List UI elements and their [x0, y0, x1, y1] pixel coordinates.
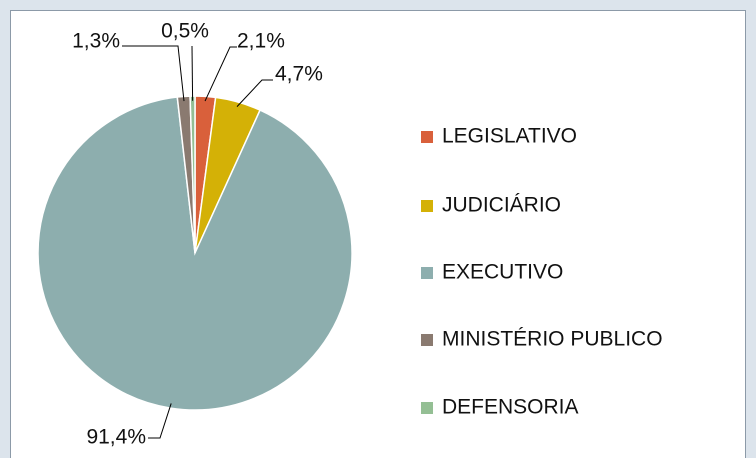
- legend-swatch: [421, 402, 433, 414]
- leader-line: [148, 403, 172, 439]
- legend-swatch: [421, 267, 433, 279]
- legend-label: LEGISLATIVO: [442, 125, 577, 148]
- legend-label: MINISTÉRIO PUBLICO: [442, 328, 663, 351]
- data-label: 1,3%: [72, 30, 120, 53]
- pie-slice: [37, 96, 353, 411]
- legend-swatch: [421, 334, 433, 346]
- legend-swatch: [421, 200, 433, 212]
- data-label: 91,4%: [86, 426, 146, 449]
- leader-line: [204, 46, 237, 102]
- toolbar: [0, 0, 756, 12]
- data-label: 0,5%: [161, 20, 209, 43]
- data-label: 2,1%: [237, 30, 285, 53]
- leader-line: [236, 79, 273, 107]
- legend-swatch: [421, 131, 433, 143]
- legend-label: DEFENSORIA: [442, 396, 579, 419]
- legend-label: EXECUTIVO: [442, 261, 563, 284]
- leader-line: [122, 45, 185, 102]
- data-label: 4,7%: [275, 63, 323, 86]
- leader-line: [191, 45, 194, 101]
- legend-label: JUDICIÁRIO: [442, 194, 561, 217]
